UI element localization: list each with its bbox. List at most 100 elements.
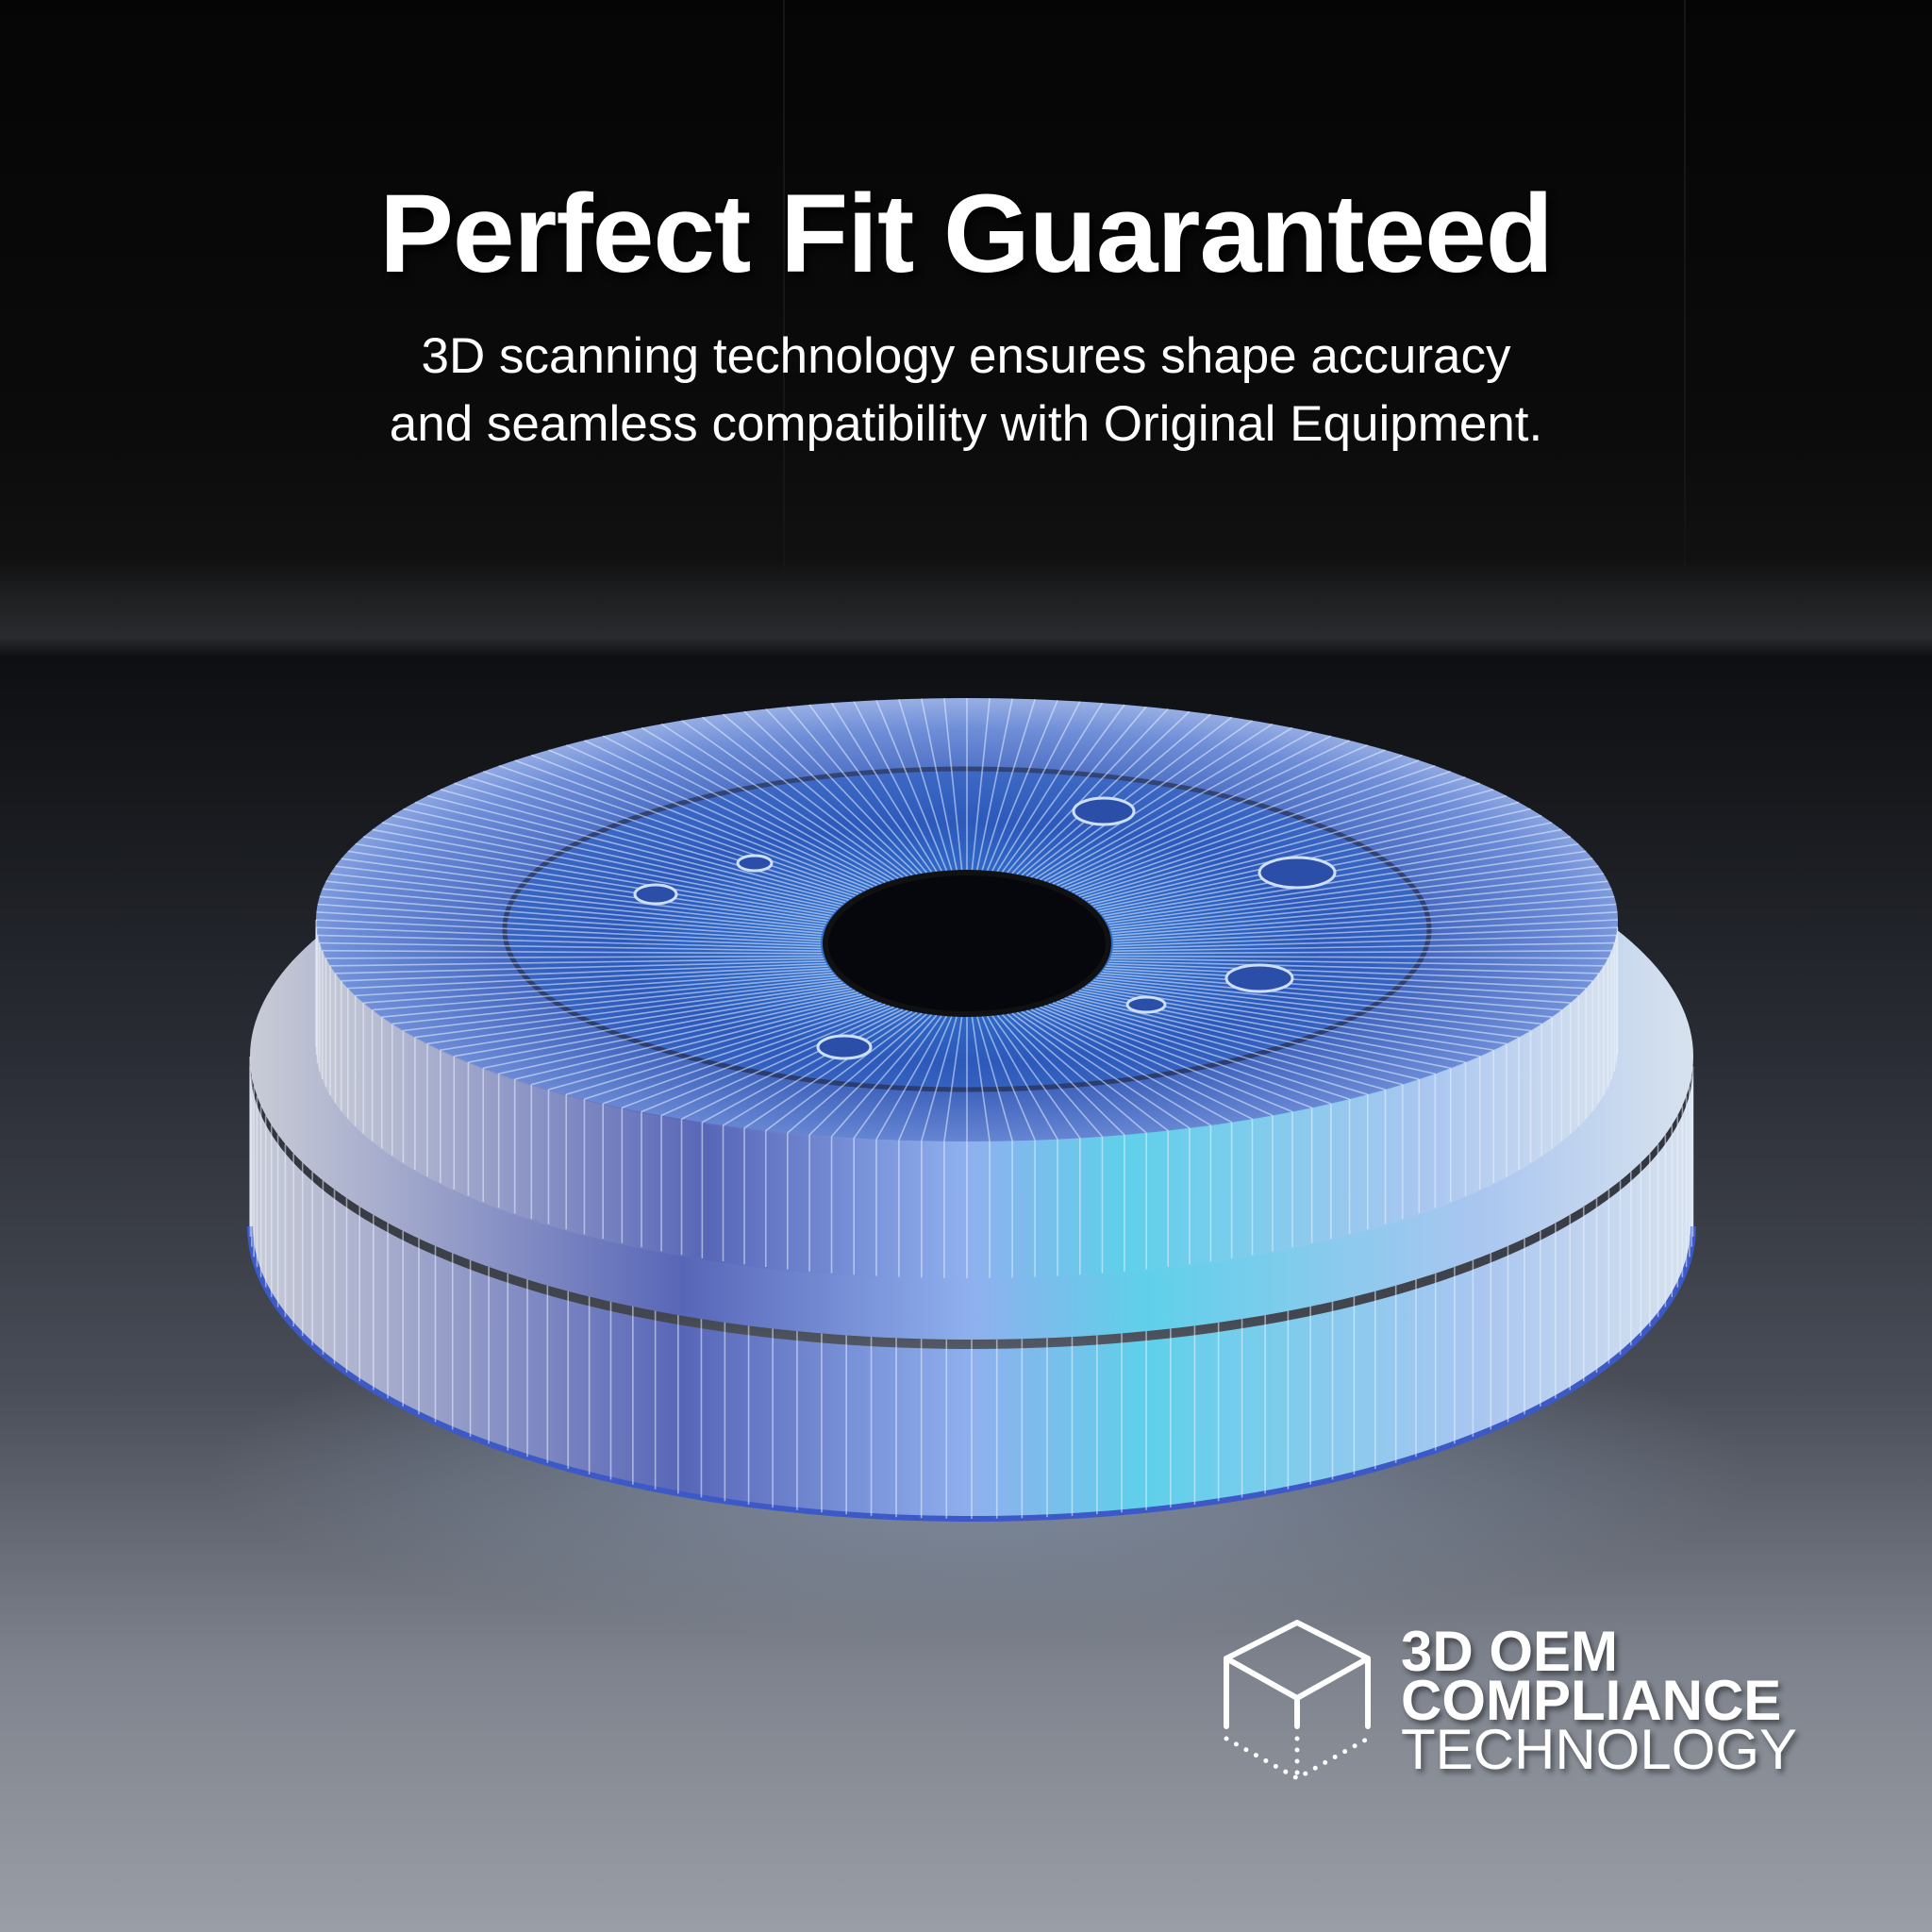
wireframe-line — [1025, 1009, 1233, 1124]
wireframe-line — [1112, 919, 1619, 944]
wireframe-line — [1040, 1006, 1293, 1113]
subheadline: 3D scanning technology ensures shape acc… — [0, 323, 1932, 458]
wireframe-line — [743, 710, 918, 875]
wireframe-line — [1112, 903, 1617, 940]
wireframe-line — [1057, 744, 1369, 887]
wireframe-line — [548, 998, 874, 1091]
wireframe-line — [976, 698, 1013, 871]
wireframe-line — [1081, 782, 1480, 899]
wireframe-line — [1112, 910, 1618, 942]
wireframe-line — [921, 698, 958, 871]
wireframe-line — [468, 776, 856, 897]
subheadline-line-2: and seamless compatibility with Original… — [389, 396, 1543, 452]
wireframe-line — [391, 814, 839, 910]
wireframe-line — [875, 699, 948, 872]
wireframe-line — [1112, 941, 1615, 952]
wireframe-line — [335, 865, 825, 926]
wireframe-line — [1078, 776, 1466, 897]
wireframe-line — [1064, 997, 1403, 1086]
wireframe-line — [991, 701, 1081, 872]
wireframe-line — [531, 754, 870, 890]
wireframe-line — [875, 1015, 948, 1141]
wireframe-line — [1016, 1011, 1191, 1129]
wireframe-line — [403, 808, 841, 908]
wireframe-line — [1108, 960, 1599, 974]
wireframe-line — [1048, 1003, 1332, 1105]
wireframe-line — [1091, 801, 1520, 906]
wireframe-line — [363, 836, 832, 917]
wireframe-line — [1107, 858, 1593, 924]
badge-line-2: COMPLIANCE — [1401, 1668, 1782, 1732]
wireframe-line — [602, 735, 886, 884]
wireframe-line — [1052, 1002, 1350, 1100]
wireframe-line — [723, 713, 913, 876]
wireframe-line — [971, 1016, 991, 1141]
wireframe-line — [565, 1000, 877, 1095]
wireframe-line — [1021, 1010, 1211, 1126]
wireframe-line — [1106, 850, 1587, 922]
wireframe-line — [391, 976, 839, 1025]
wireframe-line — [1110, 880, 1608, 932]
wireframe-line — [315, 919, 822, 944]
wireframe-line — [621, 731, 891, 882]
headline: Perfect Fit Guaranteed — [379, 172, 1554, 296]
wireframe-line — [1093, 979, 1531, 1032]
wireframe-line — [991, 1015, 1081, 1139]
wall-seam — [783, 0, 785, 575]
wireframe-line — [1112, 895, 1615, 937]
wall-seam — [1684, 0, 1686, 575]
wireframe-line — [1048, 735, 1332, 884]
wireframe-line — [765, 708, 923, 874]
wireframe-line — [414, 981, 843, 1039]
wireframe-line — [482, 770, 859, 895]
wireframe-line — [1030, 720, 1253, 878]
wireframe-line — [723, 1010, 913, 1126]
wireframe-line — [363, 970, 832, 1004]
wireframe-line — [986, 1015, 1058, 1141]
wireframe-line — [347, 850, 828, 922]
wireframe-line — [584, 1002, 882, 1100]
wireframe-line — [943, 1016, 963, 1141]
badge-text: 3D OEM COMPLIANCE TECHNOLOGY — [1401, 1623, 1797, 1777]
wireframe-line — [1112, 926, 1618, 947]
wireframe-line — [1025, 716, 1233, 877]
wireframe-line — [1043, 731, 1313, 882]
wireframe-line — [317, 903, 822, 940]
wireframe-line — [1095, 976, 1542, 1025]
wireframe-line — [514, 759, 866, 891]
wireframe-line — [347, 965, 828, 990]
wireframe-line — [325, 955, 824, 959]
wireframe-line — [317, 934, 822, 950]
wireframe-line — [1072, 764, 1436, 893]
wireframe-line — [325, 880, 824, 932]
wireframe-line — [381, 974, 836, 1018]
wireframe-line — [1068, 995, 1420, 1080]
wireframe-line — [1001, 704, 1125, 873]
wireframe-line — [1035, 1008, 1274, 1117]
wireframe-line — [372, 828, 834, 915]
wireframe-line — [986, 699, 1058, 872]
wireframe-line — [1108, 865, 1599, 926]
wireframe-line — [701, 716, 908, 877]
wireframe-line — [1021, 713, 1211, 876]
wireframe-line — [514, 995, 866, 1080]
wireframe-line — [319, 941, 822, 952]
wireframe-line — [355, 967, 830, 997]
wireframe-line — [548, 749, 874, 888]
subheadline-line-1: 3D scanning technology ensures shape acc… — [421, 328, 1511, 384]
wireframe-line — [341, 858, 827, 924]
wireframe-line — [921, 1016, 958, 1141]
wireframe-line — [414, 801, 843, 906]
wireframe-line — [1091, 981, 1520, 1039]
wireframe-cube-icon — [1224, 1620, 1371, 1781]
wireframe-line — [1111, 949, 1612, 955]
wireframe-line — [322, 949, 823, 955]
wireframe-line — [660, 1008, 899, 1117]
wireframe-line — [701, 1009, 908, 1124]
wireframe-line — [787, 706, 927, 874]
wireframe-line — [898, 1016, 953, 1141]
wireframe-line — [681, 720, 904, 878]
wireframe-line — [316, 926, 822, 947]
wireframe-line — [602, 1003, 886, 1105]
